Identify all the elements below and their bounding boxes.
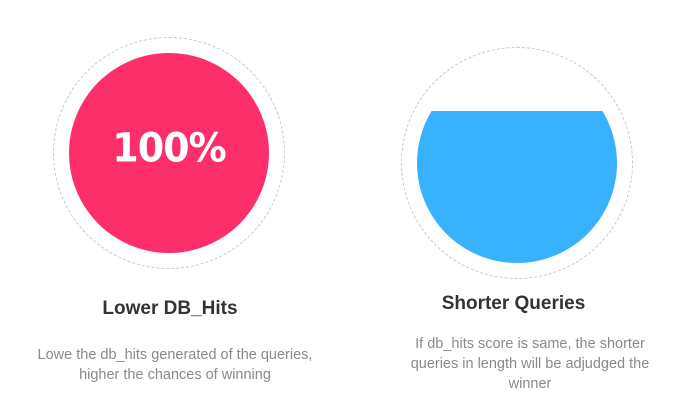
dashed-ring — [401, 47, 633, 279]
card-description: Lowe the db_hits generated of the querie… — [37, 347, 313, 383]
progress-circle-query-length — [417, 63, 617, 263]
dashed-ring — [53, 37, 285, 269]
percent-label: 100% — [112, 124, 226, 172]
card-title: Lower DB_Hits — [102, 298, 238, 319]
lower-db-hits-card: 100% Lower DB_Hits Lowe the db_hits gene… — [0, 0, 340, 415]
shorter-queries-card: Shorter Queries If db_hits score is same… — [340, 0, 687, 415]
progress-circle-db-hits: 100% — [69, 53, 269, 253]
liquid-fill — [417, 111, 617, 263]
card-description: If db_hits score is same, the shorter qu… — [410, 336, 650, 392]
card-title: Shorter Queries — [441, 293, 586, 314]
